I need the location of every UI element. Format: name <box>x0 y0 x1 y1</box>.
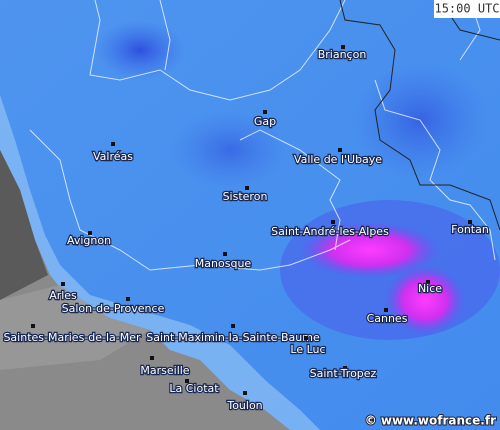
city-label: Salon-de-Provence <box>62 302 165 315</box>
city-dot <box>341 45 345 49</box>
city-label: Arles <box>49 289 77 302</box>
city-dot <box>88 231 92 235</box>
city-label: Gap <box>254 115 276 128</box>
city-label: Avignon <box>67 234 111 247</box>
city-dot <box>61 282 65 286</box>
city-label: Saint-André-les-Alpes <box>271 225 389 238</box>
time-label: 15:00 UTC <box>434 2 499 16</box>
city-label: Le Luc <box>290 343 325 356</box>
city-label: Cannes <box>367 312 408 325</box>
city-label: Toulon <box>226 399 262 412</box>
city-dot <box>338 148 342 152</box>
city-dot <box>223 252 227 256</box>
heavy-rain <box>300 222 440 278</box>
city-dot <box>245 186 249 190</box>
city-dot <box>111 142 115 146</box>
cloud-patch <box>95 20 185 80</box>
city-label: Saint-Maximin-la-Sainte-Baume <box>146 331 320 344</box>
city-label: La Ciotat <box>169 382 219 395</box>
city-dot <box>426 280 430 284</box>
city-label: Briançon <box>318 48 367 61</box>
sea-dark <box>0 150 48 300</box>
city-label: Saint-Tropez <box>310 367 377 380</box>
city-label: Valréas <box>93 150 133 163</box>
city-dot <box>343 366 347 370</box>
heavy-rain <box>385 265 465 335</box>
city-dot <box>150 356 154 360</box>
city-dot <box>304 336 308 340</box>
sea-light <box>0 285 150 370</box>
city-dot <box>468 220 472 224</box>
city-dot <box>384 308 388 312</box>
city-label: Manosque <box>195 257 252 270</box>
city-dot <box>231 324 235 328</box>
cities: Briançon Gap Valréas Valle de l'Ubaye Sister… <box>2 45 490 413</box>
city-label: Valle de l'Ubaye <box>294 153 382 166</box>
city-dot <box>331 220 335 224</box>
city-label: Saintes-Maries-de-la-Mer <box>3 331 141 344</box>
city-label: Marseille <box>140 364 189 377</box>
city-dot <box>263 110 267 114</box>
city-label: Sisteron <box>223 190 268 203</box>
city-dot <box>31 324 35 328</box>
city-label: Fontan <box>451 223 489 236</box>
city-dot <box>185 379 189 383</box>
time-box <box>434 0 500 18</box>
credit: © www.wofrance.fr <box>365 414 496 428</box>
city-label: Nice <box>418 282 442 295</box>
city-dot <box>126 297 130 301</box>
borders <box>29 0 496 271</box>
city-dot <box>243 391 247 395</box>
